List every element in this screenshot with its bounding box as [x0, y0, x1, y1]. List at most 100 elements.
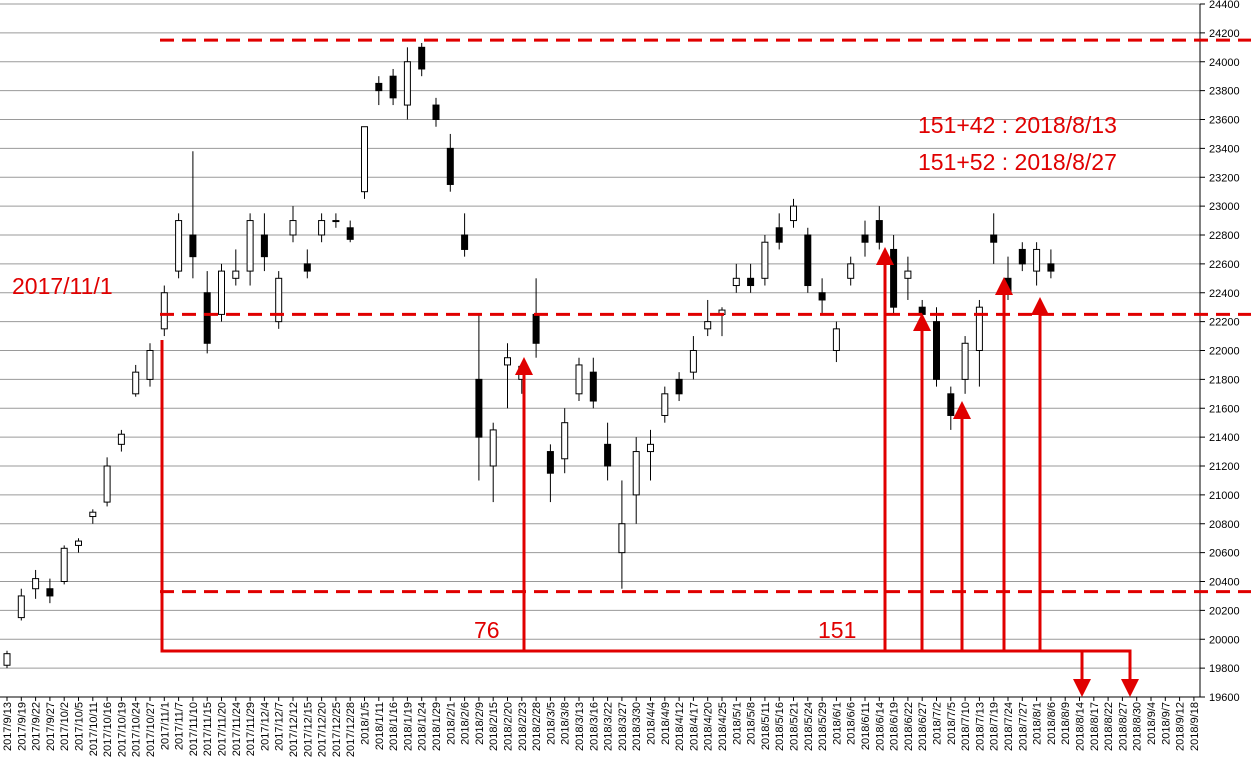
x-tick-label: 2018/1/19 [402, 702, 414, 751]
y-tick-label: 23000 [1209, 201, 1240, 213]
candle-body [961, 342, 969, 380]
x-tick-label: 2018/3/16 [588, 702, 600, 751]
x-tick-label: 2017/10/27 [145, 702, 157, 757]
x-tick-label: 2018/9/7 [1160, 702, 1172, 745]
candle-body [418, 46, 426, 70]
candle-body [289, 220, 297, 236]
candle-body [389, 75, 397, 99]
candle-body [275, 277, 283, 323]
candle-body [489, 429, 497, 467]
candle-body [232, 270, 240, 279]
x-tick-label: 2018/1/11 [374, 702, 386, 750]
candle-body [661, 393, 669, 416]
x-tick-label: 2018/7/24 [1003, 702, 1015, 751]
x-tick-label: 2018/8/27 [1117, 702, 1129, 751]
candle-body [89, 511, 97, 518]
x-tick-label: 2018/6/14 [874, 702, 886, 751]
candle-body [589, 371, 597, 402]
x-tick-label: 2017/10/2 [59, 702, 71, 751]
candle-body [318, 220, 326, 236]
y-tick-label: 19800 [1209, 663, 1240, 675]
candle-body [975, 306, 983, 351]
candle-body [832, 328, 840, 351]
x-tick-label: 2018/1/29 [431, 702, 443, 751]
candle-body [575, 364, 583, 395]
candle-body [461, 234, 469, 250]
candle-body [933, 321, 940, 380]
x-tick-label: 2018/8/9 [1060, 702, 1072, 745]
x-tick-label: 2017/12/12 [288, 702, 300, 757]
candle-body [861, 234, 869, 243]
x-tick-label: 2017/9/19 [16, 702, 28, 751]
x-tick-label: 2018/6/6 [846, 702, 858, 745]
candle-body [546, 451, 554, 474]
grid: 19600 19800 20000 20200 20400 20600 20800 21000… [0, 0, 1240, 757]
candle-body [632, 451, 640, 496]
x-tick-label: 2018/2/15 [488, 702, 500, 751]
x-tick-label: 2017/10/11 [88, 702, 100, 756]
x-tick-label: 2018/7/27 [1017, 702, 1029, 751]
candle-body [17, 595, 25, 619]
candle-body [775, 227, 783, 243]
candle-body [504, 357, 511, 366]
candle-body [3, 653, 11, 666]
x-tick-label: 2018/6/19 [889, 702, 901, 751]
x-tick-label: 2018/2/1 [445, 702, 457, 745]
x-tick-label: 2018/7/13 [974, 702, 986, 751]
x-tick-label: 2018/5/1 [731, 702, 743, 745]
x-tick-label: 2018/8/6 [1046, 702, 1058, 745]
y-tick-label: 22200 [1209, 317, 1240, 329]
x-tick-label: 2017/10/16 [102, 702, 114, 757]
y-tick-label: 22800 [1209, 230, 1240, 242]
x-tick-label: 2017/11/24 [231, 702, 243, 756]
x-tick-label: 2017/11/15 [202, 702, 214, 756]
x-tick-label: 2018/4/4 [646, 702, 658, 745]
candle-body [117, 433, 125, 445]
x-tick-label: 2017/12/4 [259, 702, 271, 751]
x-tick-label: 2018/3/13 [574, 702, 586, 751]
candle-body [32, 578, 40, 590]
candle-body [618, 523, 626, 554]
candle-body [203, 292, 211, 344]
candle-body [689, 350, 697, 373]
y-tick-label: 20600 [1209, 548, 1240, 560]
x-tick-label: 2018/6/22 [903, 702, 915, 751]
candle-body [818, 292, 826, 301]
candle-body [890, 248, 898, 308]
y-tick-label: 21800 [1209, 374, 1240, 386]
x-tick-label: 2018/4/17 [688, 702, 700, 751]
y-tick-label: 24400 [1209, 0, 1240, 11]
candle-body [132, 371, 140, 395]
x-tick-label: 2018/5/29 [817, 702, 829, 751]
candle-body [604, 443, 612, 467]
candle-body [675, 378, 683, 395]
annotation: 151+42 : 2018/8/13 [918, 112, 1117, 138]
candle-body [804, 234, 812, 287]
x-tick-label: 2018/4/25 [717, 702, 729, 751]
candle-body [303, 263, 311, 272]
x-tick-label: 2018/5/16 [774, 702, 786, 751]
candle-body [175, 220, 183, 272]
reference-lines [160, 38, 1251, 594]
x-tick-label: 2018/3/22 [603, 702, 615, 751]
y-tick-label: 22600 [1209, 259, 1240, 271]
x-tick-label: 2018/8/14 [1075, 702, 1087, 751]
y-tick-label: 21200 [1209, 461, 1240, 473]
candle-body [60, 547, 68, 583]
x-tick-label: 2018/1/16 [388, 702, 400, 751]
annotation: 2017/11/1 [12, 273, 113, 299]
candle-body [790, 205, 797, 222]
candle-body [875, 220, 883, 243]
x-tick-label: 2017/12/28 [345, 702, 357, 757]
x-tick-label: 2018/8/17 [1089, 702, 1101, 751]
y-tick-label: 24200 [1209, 28, 1240, 40]
annotation: 151+52 : 2018/8/27 [918, 149, 1117, 175]
x-tick-label: 2017/11/7 [174, 702, 186, 750]
x-tick-label: 2017/12/25 [331, 702, 343, 757]
candle-body [647, 443, 654, 453]
y-tick-label: 20000 [1209, 634, 1240, 646]
y-tick-label: 21400 [1209, 432, 1240, 444]
x-tick-label: 2017/11/10 [188, 702, 200, 756]
x-tick-label: 2018/4/9 [660, 702, 672, 745]
